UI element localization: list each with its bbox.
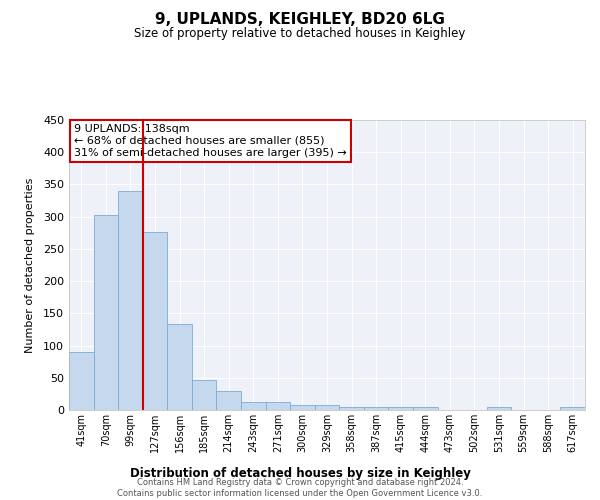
Bar: [241, 402, 266, 410]
Bar: [413, 408, 437, 410]
Bar: [290, 405, 315, 410]
Text: Size of property relative to detached houses in Keighley: Size of property relative to detached ho…: [134, 28, 466, 40]
Bar: [69, 352, 94, 410]
Bar: [339, 408, 364, 410]
Y-axis label: Number of detached properties: Number of detached properties: [25, 178, 35, 352]
Bar: [315, 405, 339, 410]
Bar: [560, 408, 585, 410]
Text: Contains HM Land Registry data © Crown copyright and database right 2024.
Contai: Contains HM Land Registry data © Crown c…: [118, 478, 482, 498]
Bar: [94, 216, 118, 410]
Text: Distribution of detached houses by size in Keighley: Distribution of detached houses by size …: [130, 468, 470, 480]
Bar: [217, 390, 241, 410]
Bar: [192, 380, 217, 410]
Text: 9, UPLANDS, KEIGHLEY, BD20 6LG: 9, UPLANDS, KEIGHLEY, BD20 6LG: [155, 12, 445, 28]
Bar: [167, 324, 192, 410]
Text: 9 UPLANDS: 138sqm
← 68% of detached houses are smaller (855)
31% of semi-detache: 9 UPLANDS: 138sqm ← 68% of detached hous…: [74, 124, 347, 158]
Bar: [364, 408, 388, 410]
Bar: [487, 408, 511, 410]
Bar: [388, 408, 413, 410]
Bar: [118, 191, 143, 410]
Bar: [266, 402, 290, 410]
Bar: [143, 232, 167, 410]
